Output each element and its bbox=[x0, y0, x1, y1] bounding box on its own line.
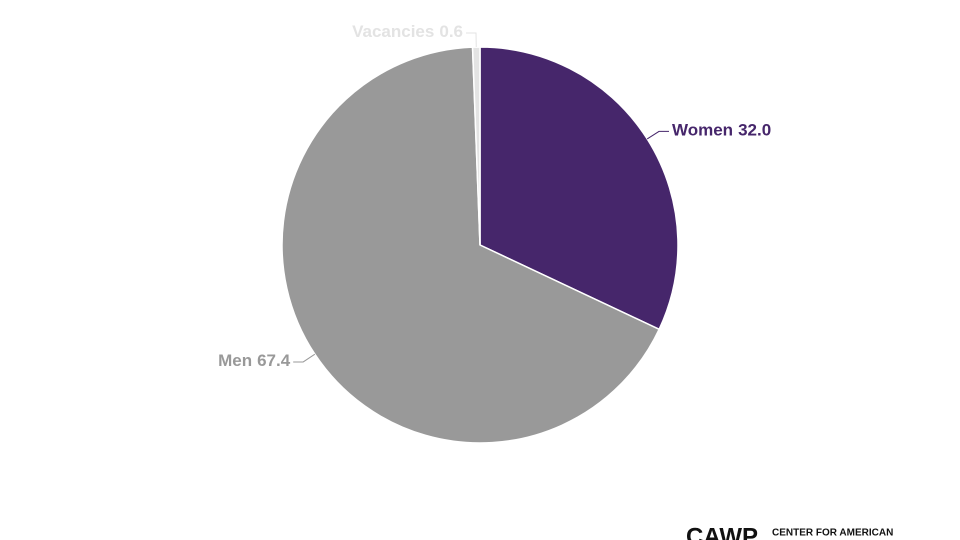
pie-slice bbox=[471, 46, 481, 246]
logo-tagline: CENTER FOR AMERICAN bbox=[772, 528, 893, 539]
slice-label: Women 32.0 bbox=[672, 121, 771, 140]
logo: CAWP bbox=[686, 523, 758, 540]
slice-name: Women bbox=[672, 121, 733, 140]
leader-line bbox=[646, 130, 669, 140]
slice-name: Men bbox=[218, 351, 252, 370]
pie-slice bbox=[281, 46, 661, 444]
leader-line bbox=[466, 32, 477, 48]
slice-label: Vacancies 0.6 bbox=[352, 23, 463, 42]
slice-name: Vacancies bbox=[352, 23, 434, 42]
leader-line bbox=[293, 353, 316, 363]
slice-value: 0.6 bbox=[439, 23, 463, 42]
slice-value: 67.4 bbox=[257, 351, 291, 370]
slice-label: Men 67.4 bbox=[218, 351, 291, 370]
slice-value: 32.0 bbox=[738, 121, 771, 140]
